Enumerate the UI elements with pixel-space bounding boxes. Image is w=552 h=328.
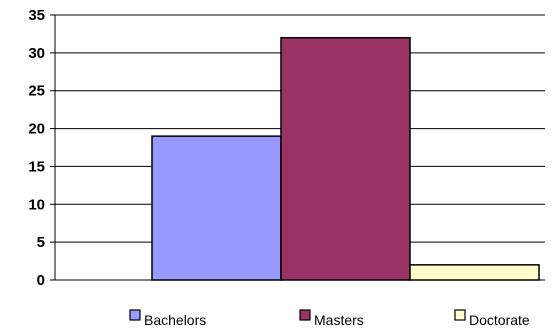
legend: Bachelors Masters Doctorate [129,309,530,328]
y-tick-label: 35 [28,7,45,24]
legend-label-bachelors: Bachelors [144,312,206,328]
legend-label-masters: Masters [314,312,364,328]
y-tick-label: 0 [37,272,45,289]
bar-bachelors [151,135,282,281]
axes [54,15,545,281]
bar-doctorate [409,264,540,281]
y-tick-label: 5 [37,234,45,251]
bar-masters [280,36,411,281]
y-axis-ticks: 0 5 10 15 20 25 30 35 [28,7,55,289]
legend-swatch-bachelors [129,309,141,321]
y-tick-label: 25 [28,83,45,100]
y-tick-label: 15 [28,158,45,175]
legend-swatch-doctorate [454,309,466,321]
y-tick-label: 10 [28,196,45,213]
y-tick-label: 30 [28,45,45,62]
bars [151,36,540,281]
legend-swatch-masters [299,309,311,321]
legend-label-doctorate: Doctorate [469,312,530,328]
y-tick-label: 20 [28,121,45,138]
